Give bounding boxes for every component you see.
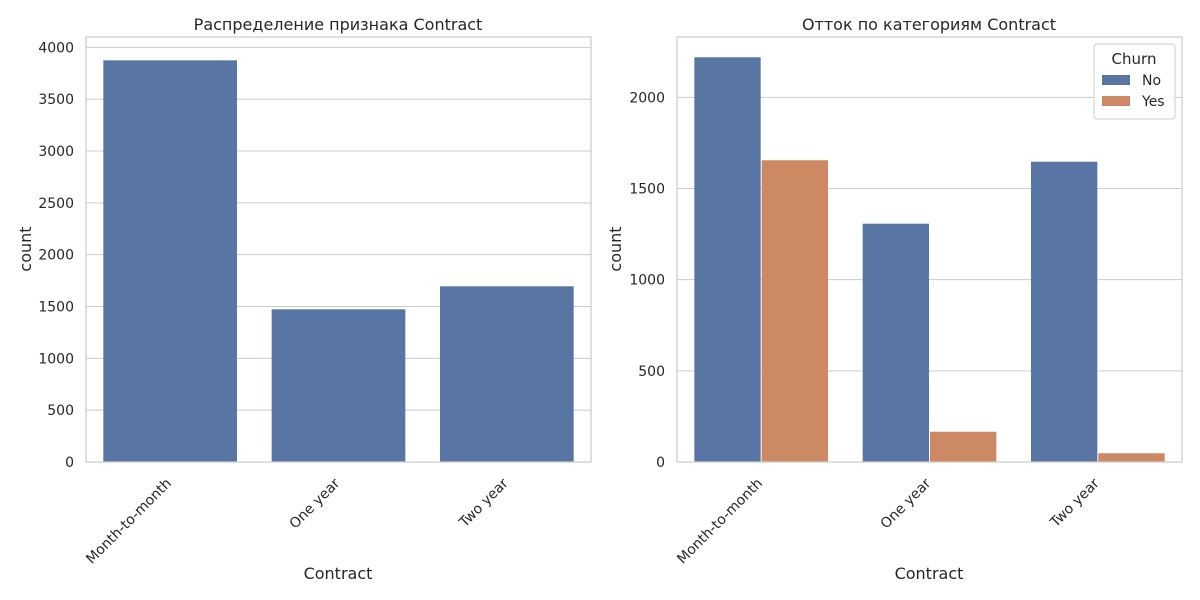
y-tick-label: 0 (65, 455, 74, 471)
y-tick-label: 3000 (38, 144, 74, 160)
chart-1-y-axis-label: count (16, 226, 35, 271)
y-tick-label: 1000 (629, 273, 665, 289)
y-tick-label: 2000 (629, 90, 665, 106)
chart-1-frame (85, 36, 592, 463)
chart-2-frame (676, 36, 1183, 463)
chart-1-x-axis-label: Contract (304, 564, 373, 583)
chart-2-y-ticks: 0 500 1000 1500 2000 (629, 90, 665, 471)
bar-month-to-month (103, 60, 237, 462)
y-tick-label: 0 (656, 455, 665, 471)
y-tick-label: 1500 (629, 182, 665, 198)
bar-one-year-no (862, 223, 929, 462)
x-tick-label-two-year: Two year (456, 475, 512, 531)
y-tick-label: 4000 (38, 40, 74, 56)
bar-one-year-yes (930, 431, 997, 462)
x-tick-label-month-to-month: Month-to-month (674, 476, 766, 568)
chart-1-title: Распределение признака Contract (194, 15, 483, 34)
bar-month-to-month-no (694, 57, 761, 462)
bar-two-year (440, 286, 574, 462)
x-tick-label-two-year: Two year (1047, 475, 1103, 531)
bar-two-year-yes (1098, 453, 1165, 462)
y-tick-label: 2000 (38, 248, 74, 264)
legend-swatch-no (1102, 75, 1130, 85)
y-tick-label: 3500 (38, 92, 74, 108)
legend-swatch-yes (1102, 96, 1130, 106)
y-tick-label: 1500 (38, 300, 74, 316)
y-tick-label: 500 (638, 364, 665, 380)
legend: Churn No Yes (1093, 43, 1176, 120)
chart-1-y-ticks: 0 500 1000 1500 2000 2500 3000 3500 4000 (38, 40, 74, 471)
chart-churn-by-contract: Отток по категориям Contract 0 500 1000 150… (606, 15, 1183, 583)
y-tick-label: 2500 (38, 196, 74, 212)
chart-2-title: Отток по категориям Contract (802, 15, 1056, 34)
chart-2-x-axis-label: Contract (895, 564, 964, 583)
legend-title: Churn (1112, 50, 1157, 68)
chart-2-bars (694, 57, 1165, 462)
legend-label-no: No (1142, 73, 1161, 89)
x-tick-label-one-year: One year (287, 475, 344, 532)
chart-2-y-axis-label: count (606, 226, 625, 271)
legend-label-yes: Yes (1141, 94, 1165, 110)
bar-month-to-month-yes (761, 160, 828, 462)
bar-two-year-no (1031, 161, 1098, 462)
bar-one-year (271, 309, 406, 462)
x-tick-label-month-to-month: Month-to-month (83, 476, 175, 568)
chart-1-x-ticks: Month-to-month One year Two year (83, 475, 512, 567)
chart-1-bars (103, 60, 574, 462)
chart-contract-distribution: Распределение признака Contract 0 500 1000… (16, 15, 592, 583)
y-tick-label: 1000 (38, 351, 74, 367)
chart-2-x-ticks: Month-to-month One year Two year (674, 475, 1103, 567)
x-tick-label-one-year: One year (878, 475, 935, 532)
y-tick-label: 500 (47, 403, 74, 419)
